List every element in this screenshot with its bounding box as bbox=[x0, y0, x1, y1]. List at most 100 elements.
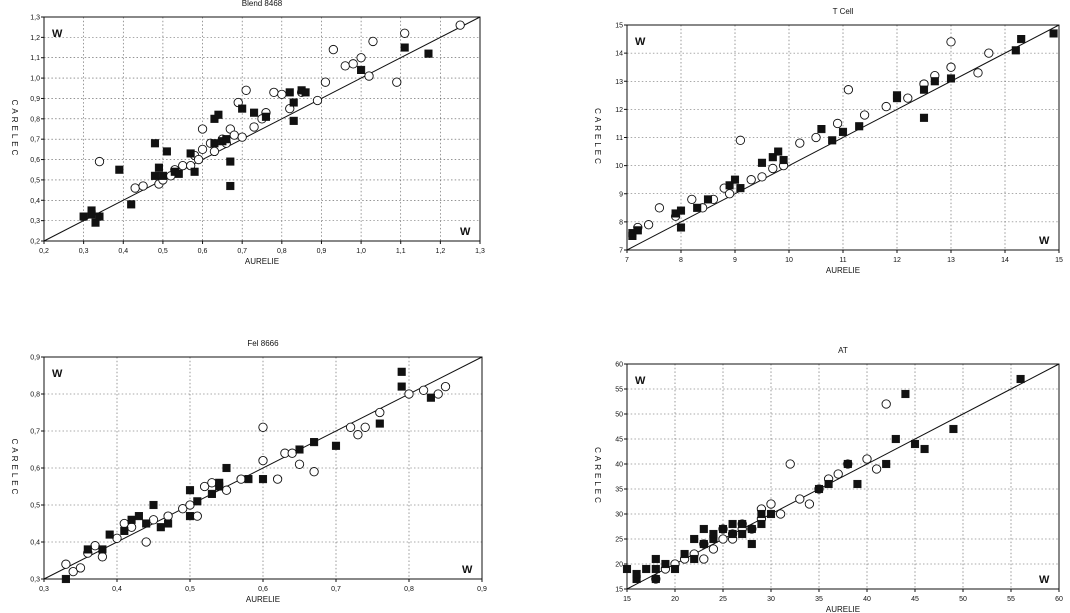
x-tick-label: 0,8 bbox=[404, 586, 414, 593]
data-point-filled bbox=[661, 559, 670, 569]
data-point-open bbox=[61, 559, 71, 569]
x-tick-label: 1,2 bbox=[435, 248, 445, 255]
y-tick-label: 20 bbox=[615, 562, 623, 569]
data-point-open bbox=[368, 36, 378, 47]
data-point-filled bbox=[301, 88, 310, 97]
data-point-filled bbox=[105, 530, 114, 539]
data-point-open bbox=[766, 499, 776, 509]
data-point-open bbox=[192, 511, 202, 521]
data-point-open bbox=[392, 77, 402, 87]
data-point-filled bbox=[400, 43, 409, 52]
y-tick-label: 55 bbox=[615, 387, 623, 394]
data-point-open bbox=[229, 130, 239, 140]
x-tick-label: 0,7 bbox=[237, 248, 247, 255]
data-point-filled bbox=[703, 195, 713, 204]
data-point-filled bbox=[331, 441, 341, 450]
data-point-filled bbox=[718, 524, 728, 534]
data-point-filled bbox=[651, 554, 660, 564]
y-tick-label: 0,4 bbox=[30, 540, 40, 547]
data-point-filled bbox=[83, 545, 92, 554]
data-point-filled bbox=[226, 157, 235, 166]
data-point-open bbox=[197, 124, 208, 134]
data-point-filled bbox=[79, 212, 88, 221]
data-point-open bbox=[312, 95, 323, 106]
corner-label-top: W bbox=[635, 36, 646, 48]
data-point-filled bbox=[855, 122, 864, 131]
y-tick-label: 1,3 bbox=[30, 15, 40, 22]
data-point-filled bbox=[910, 439, 920, 449]
y-axis-label: CARELEC bbox=[10, 100, 19, 159]
corner-label-top: W bbox=[52, 368, 63, 380]
y-tick-label: 15 bbox=[615, 587, 623, 594]
x-tick-label: 14 bbox=[1001, 257, 1009, 264]
chart-title: Fel 8666 bbox=[247, 339, 279, 348]
y-tick-label: 0,6 bbox=[30, 157, 40, 164]
data-point-filled bbox=[164, 519, 173, 528]
x-tick-label: 25 bbox=[719, 596, 727, 603]
data-point-open bbox=[708, 544, 719, 554]
data-point-open bbox=[269, 87, 279, 97]
data-point-open bbox=[404, 389, 414, 399]
data-point-open bbox=[804, 499, 815, 509]
y-tick-label: 0,5 bbox=[30, 177, 40, 184]
x-tick-label: 12 bbox=[893, 257, 901, 264]
x-axis-label: AURELIE bbox=[245, 257, 279, 266]
chart-title: Blend 8468 bbox=[242, 0, 283, 8]
corner-label-top: W bbox=[52, 28, 63, 40]
x-tick-label: 55 bbox=[1007, 596, 1015, 603]
data-point-filled bbox=[843, 459, 852, 469]
y-tick-label: 0,7 bbox=[30, 137, 40, 144]
x-tick-label: 15 bbox=[1055, 257, 1063, 264]
data-point-open bbox=[328, 44, 338, 55]
corner-label-bottom: W bbox=[462, 564, 473, 576]
data-point-filled bbox=[814, 484, 824, 494]
data-point-open bbox=[871, 464, 882, 474]
x-tick-label: 1,3 bbox=[475, 248, 485, 255]
data-point-filled bbox=[709, 529, 718, 539]
data-point-open bbox=[757, 172, 767, 182]
data-point-open bbox=[148, 515, 159, 525]
x-tick-label: 15 bbox=[623, 596, 631, 603]
y-tick-label: 12 bbox=[615, 107, 623, 114]
y-tick-label: 0,3 bbox=[30, 218, 40, 225]
data-point-open bbox=[348, 59, 358, 69]
data-point-filled bbox=[930, 77, 939, 86]
y-tick-label: 60 bbox=[615, 362, 623, 369]
data-point-open bbox=[68, 566, 78, 577]
data-point-filled bbox=[244, 475, 253, 484]
data-point-filled bbox=[424, 49, 433, 58]
y-tick-label: 30 bbox=[615, 512, 623, 519]
data-point-filled bbox=[222, 463, 231, 473]
x-tick-label: 50 bbox=[959, 596, 967, 603]
chart-fel-8666: Fel 8666 AURELIE CARELEC W W 0,3 0,4 0,5 0,… bbox=[10, 339, 487, 604]
data-point-open bbox=[795, 138, 805, 148]
data-point-filled bbox=[98, 545, 107, 554]
data-point-open bbox=[881, 399, 891, 409]
y-tick-label: 0,8 bbox=[30, 116, 40, 123]
corner-label-bottom: W bbox=[1039, 235, 1050, 247]
data-point-filled bbox=[115, 165, 124, 174]
data-point-open bbox=[237, 132, 247, 142]
x-tick-label: 1,0 bbox=[356, 248, 366, 255]
data-point-open bbox=[209, 146, 220, 157]
data-point-open bbox=[735, 135, 746, 145]
data-point-filled bbox=[670, 564, 680, 574]
data-point-filled bbox=[920, 444, 929, 454]
data-point-filled bbox=[289, 98, 298, 107]
corner-label-bottom: W bbox=[460, 226, 471, 238]
data-point-filled bbox=[699, 524, 708, 534]
y-tick-label: 10 bbox=[615, 163, 623, 170]
data-point-filled bbox=[766, 509, 776, 519]
data-point-open bbox=[249, 122, 259, 132]
y-axis-label: CARELEC bbox=[593, 108, 602, 167]
data-point-filled bbox=[651, 564, 660, 574]
data-point-filled bbox=[134, 512, 143, 521]
y-tick-label: 0,3 bbox=[30, 577, 40, 584]
data-point-filled bbox=[757, 509, 766, 519]
data-point-filled bbox=[676, 206, 686, 215]
data-point-filled bbox=[824, 479, 833, 489]
identity-line bbox=[626, 24, 1060, 251]
data-point-filled bbox=[120, 526, 129, 535]
data-point-filled bbox=[828, 136, 837, 145]
